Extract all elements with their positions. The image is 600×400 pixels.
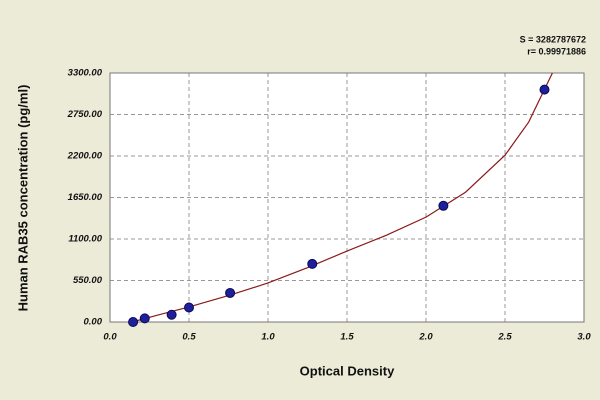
annotation: r= 0.99971886 [527, 46, 586, 56]
x-tick-label: 1.5 [340, 332, 354, 343]
data-point [307, 258, 318, 269]
x-tick-label: 1.0 [261, 332, 275, 343]
y-tick-label: 1650.00 [68, 192, 103, 203]
data-point [184, 302, 194, 313]
y-axis-title: Human RAB35 concentration (pg/ml) [15, 85, 30, 312]
y-tick-label: 1100.00 [68, 234, 102, 245]
x-tick-label: 0.5 [182, 332, 196, 343]
data-point [128, 317, 139, 327]
y-tick-label: 3300.00 [68, 68, 103, 79]
y-tick-label: 2200.00 [67, 151, 103, 162]
data-point [225, 287, 236, 298]
plot-frame [109, 72, 585, 323]
x-tick-label: 0.0 [103, 332, 117, 343]
annotation: S = 3282787672 [520, 34, 586, 44]
data-point [139, 313, 150, 324]
x-tick-label: 3.0 [577, 332, 591, 343]
data-point [438, 200, 449, 211]
x-axis-title: Optical Density [300, 363, 395, 378]
y-tick-label: 2750.00 [67, 109, 103, 120]
data-point [166, 309, 177, 320]
data-point [539, 84, 550, 95]
y-tick-label: 0.00 [84, 317, 103, 328]
y-tick-label: 550.00 [73, 275, 103, 286]
x-tick-label: 2.0 [418, 332, 433, 343]
x-tick-label: 2.5 [497, 332, 512, 343]
